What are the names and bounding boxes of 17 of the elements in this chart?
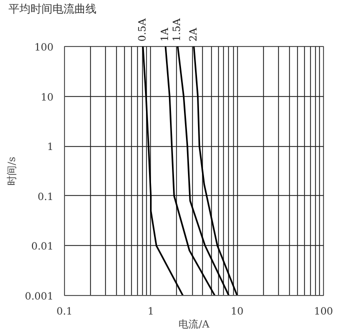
chart-title: 平均时间电流曲线	[8, 2, 96, 16]
y-tick-label: 0.01	[31, 242, 54, 253]
text: 2A	[188, 27, 200, 42]
x-axis-title: 电流/A	[178, 318, 210, 330]
x-tick-label: 10	[230, 306, 244, 318]
y-tick-label: 1	[47, 142, 54, 154]
y-tick-label: 0.001	[24, 292, 54, 302]
y-axis-title: 时间/s	[6, 156, 18, 186]
y-tick-label: 0.1	[38, 192, 54, 203]
x-tick-label: 100	[314, 306, 334, 318]
x-tick-label: 0.1	[56, 306, 72, 318]
y-tick-label: 10	[40, 92, 54, 104]
text: 0.5A	[137, 18, 148, 42]
x-tick-label: 1	[148, 306, 154, 318]
text: 1.5A	[172, 18, 184, 42]
y-tick-label: 100	[34, 42, 54, 54]
text: 1A	[160, 27, 172, 42]
